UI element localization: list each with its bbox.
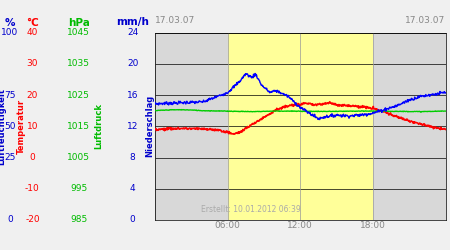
Text: 30: 30 — [27, 59, 38, 68]
Text: 12: 12 — [127, 122, 139, 131]
Text: 50: 50 — [4, 122, 16, 131]
Text: 100: 100 — [1, 28, 18, 37]
Text: Niederschlag: Niederschlag — [145, 95, 154, 158]
Text: °C: °C — [26, 18, 39, 28]
Text: 1035: 1035 — [67, 59, 90, 68]
Text: 4: 4 — [130, 184, 135, 193]
Text: -10: -10 — [25, 184, 40, 193]
Text: 1045: 1045 — [68, 28, 90, 37]
Text: Erstellt: 10.01.2012 06:39: Erstellt: 10.01.2012 06:39 — [201, 206, 301, 214]
Text: 1025: 1025 — [68, 90, 90, 100]
Text: hPa: hPa — [68, 18, 90, 28]
Text: 17.03.07: 17.03.07 — [405, 16, 446, 25]
Text: 0: 0 — [30, 153, 35, 162]
Text: 24: 24 — [127, 28, 139, 37]
Text: 20: 20 — [127, 59, 139, 68]
Text: Luftdruck: Luftdruck — [94, 103, 104, 149]
Text: 1005: 1005 — [67, 153, 90, 162]
Text: mm/h: mm/h — [116, 18, 149, 28]
Bar — [228, 32, 373, 220]
Text: 25: 25 — [4, 153, 16, 162]
Text: %: % — [4, 18, 15, 28]
Text: 16: 16 — [127, 90, 139, 100]
Text: 995: 995 — [70, 184, 87, 193]
Text: 985: 985 — [70, 216, 87, 224]
Text: 10: 10 — [27, 122, 38, 131]
Text: 1015: 1015 — [67, 122, 90, 131]
Text: Luftfeuchtigkeit: Luftfeuchtigkeit — [0, 88, 7, 165]
Text: 75: 75 — [4, 90, 16, 100]
Text: 0: 0 — [7, 216, 13, 224]
Text: Temperatur: Temperatur — [17, 99, 26, 154]
Text: 40: 40 — [27, 28, 38, 37]
Text: -20: -20 — [25, 216, 40, 224]
Text: 0: 0 — [130, 216, 135, 224]
Text: 17.03.07: 17.03.07 — [155, 16, 195, 25]
Text: 8: 8 — [130, 153, 135, 162]
Text: 20: 20 — [27, 90, 38, 100]
